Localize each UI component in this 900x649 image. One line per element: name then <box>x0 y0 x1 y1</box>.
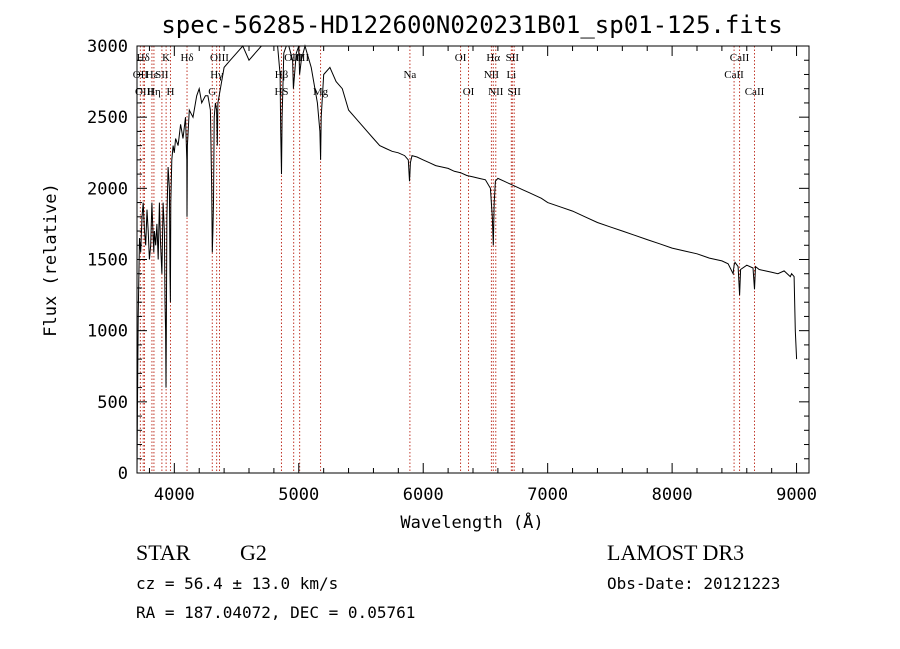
spectral-line-label: SII <box>155 69 169 81</box>
y-axis-label: Flux (relative) <box>41 183 61 337</box>
spectral-line-label: H <box>166 86 174 98</box>
spectral-line-label: OI <box>463 86 475 98</box>
spectral-lines-layer <box>139 46 755 473</box>
y-tick-label: 0 <box>118 464 128 484</box>
spectral-line-label: Na <box>403 69 416 81</box>
object-class: STAR <box>136 540 191 565</box>
y-tick-label: 500 <box>97 393 128 413</box>
y-tick-label: 1000 <box>87 322 128 342</box>
spectral-line-label: Li <box>506 69 516 81</box>
spectral-line-label: K <box>162 52 170 64</box>
x-tick-label: 5000 <box>278 485 319 505</box>
x-tick-label: 8000 <box>652 485 693 505</box>
survey-name: LAMOST DR3 <box>607 540 745 565</box>
y-tick-label: 2000 <box>87 179 128 199</box>
plot-frame <box>136 45 810 474</box>
spectral-line-label: Mg <box>313 86 329 98</box>
spectral-line-label: G <box>208 86 216 98</box>
spectral-line-label: CaII <box>730 52 750 64</box>
spectral-line-label: OIII <box>290 52 309 64</box>
y-tick-label: 3000 <box>87 37 128 57</box>
spectral-line-label: OI <box>455 52 467 64</box>
spectral-line-label: CaII <box>745 86 765 98</box>
spectral-line-label: SII <box>506 52 520 64</box>
x-tick-label: 7000 <box>527 485 568 505</box>
y-tick-label: 2500 <box>87 108 128 128</box>
x-tick-label: 4000 <box>154 485 195 505</box>
spectral-line-label: OIII <box>210 52 229 64</box>
spectral-line-label: Hα <box>486 52 500 64</box>
spectral-line-label: Hε <box>146 69 159 81</box>
spectral-line-label: Hδ <box>137 52 150 64</box>
x-tick-label: 9000 <box>776 485 817 505</box>
spectral-line-label: SII <box>507 86 521 98</box>
spectral-line-label: Hδ <box>180 52 193 64</box>
spectral-line-label: CaII <box>724 69 744 81</box>
spectral-line-label: Hη <box>147 86 161 98</box>
chart-title: spec-56285-HD122600N020231B01_sp01-125.f… <box>161 11 782 39</box>
spectral-line-label: NII <box>484 69 500 81</box>
spectral-line-label: Hγ <box>210 69 223 81</box>
redshift-text: cz = 56.4 ± 13.0 km/s <box>136 574 339 593</box>
spectrum-line <box>136 44 798 474</box>
spectral-line-label: NII <box>488 86 504 98</box>
spectral-line-label: Hβ <box>275 69 289 81</box>
axis-ticks: 4000 5000 6000 7000 8000 9000 0 500 1000 1500 2000… <box>87 37 817 505</box>
x-axis-label: Wavelength (Å) <box>400 511 543 533</box>
subclass: G2 <box>240 540 267 565</box>
y-tick-label: 1500 <box>87 251 128 271</box>
coordinates-text: RA = 187.04072, DEC = 0.05761 <box>136 603 416 622</box>
x-tick-label: 6000 <box>403 485 444 505</box>
obs-date: Obs-Date: 20121223 <box>607 574 781 593</box>
spectral-line-label: HS <box>274 86 288 98</box>
